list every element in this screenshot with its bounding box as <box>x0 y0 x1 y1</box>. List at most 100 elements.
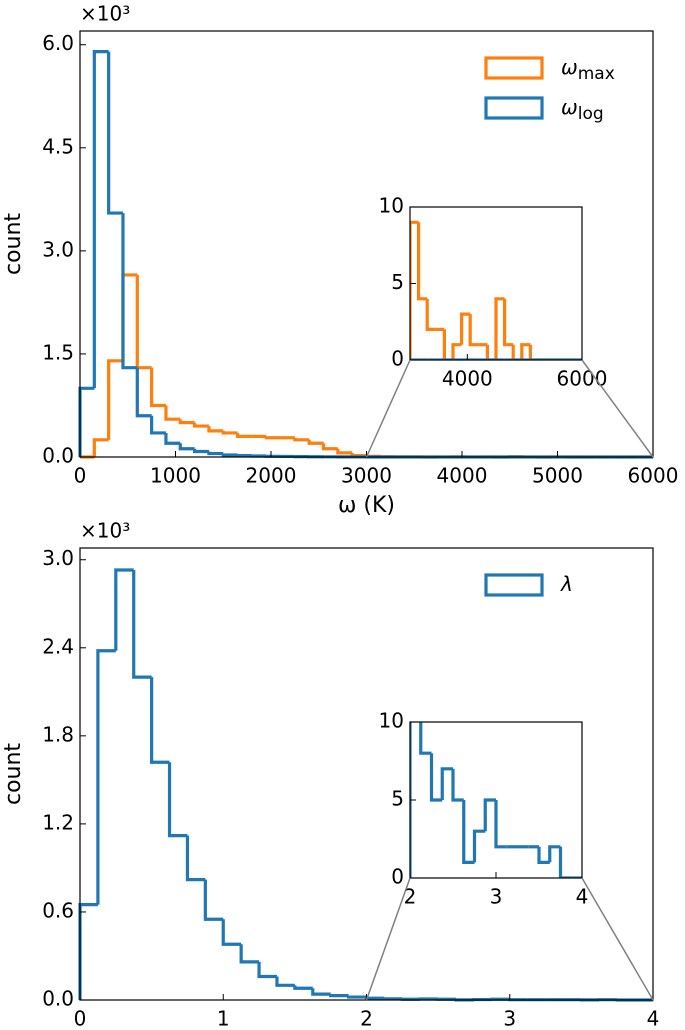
histogram-step <box>164 432 181 445</box>
y-tick-label: 5 <box>391 787 404 811</box>
y-axis-label: count <box>1 743 26 805</box>
y-tick-label: 1.8 <box>42 722 74 746</box>
histogram-step <box>107 359 123 440</box>
histogram-step <box>121 273 138 361</box>
legend-label: ωlog <box>561 95 604 125</box>
plot-area <box>410 722 582 878</box>
histogram-step <box>107 51 123 215</box>
histogram-step <box>293 437 310 442</box>
zoom-connector <box>581 359 654 458</box>
zoom-connector <box>365 359 411 458</box>
y-tick-label: 3.0 <box>42 237 74 261</box>
x-tick-label: 4 <box>647 1007 660 1030</box>
y-tick-label: 1.2 <box>42 810 74 834</box>
x-tick-label: 6000 <box>557 367 608 391</box>
histogram-step <box>350 452 367 458</box>
x-tick-label: 4 <box>576 885 589 909</box>
y-scale-label: ×10³ <box>80 2 130 26</box>
histogram-step <box>78 903 98 1000</box>
legend-swatch <box>484 56 544 80</box>
y-tick-label: 0 <box>391 865 404 889</box>
x-tick-label: 2 <box>404 885 417 909</box>
histogram-step <box>548 845 561 863</box>
histogram-step <box>264 436 281 440</box>
histogram-step <box>336 448 353 455</box>
legend-label: ωmax <box>561 55 615 85</box>
histogram-step <box>472 829 486 863</box>
legend-swatch <box>484 96 544 120</box>
x-tick-label: 2 <box>360 1007 373 1030</box>
x-tick-label: 0 <box>74 1007 87 1030</box>
y-tick-label: 0.0 <box>42 987 74 1011</box>
x-tick-label: 3000 <box>341 464 392 488</box>
histogram-step <box>221 430 238 435</box>
histogram-step <box>178 443 195 451</box>
histogram-step <box>494 297 505 360</box>
histogram-step <box>462 800 475 864</box>
histogram-step <box>92 438 109 457</box>
histogram-step <box>346 995 367 999</box>
histogram-step <box>185 835 206 882</box>
histogram-step <box>460 312 471 345</box>
histogram-step <box>235 454 252 458</box>
histogram-step <box>121 213 138 370</box>
x-tick-label: 4000 <box>442 367 493 391</box>
axes: 0 1000 2000 3000 4000 5000 6000 0.0 1.5 3.0 4.5 6.0… <box>1 2 678 519</box>
y-tick-label: 10 <box>379 194 404 218</box>
plot-area <box>410 220 582 360</box>
histogram-step <box>364 996 385 1000</box>
histogram-step <box>114 568 134 651</box>
histogram-step <box>558 846 572 878</box>
x-tick-label: 6000 <box>628 464 679 488</box>
histogram-step <box>537 846 550 864</box>
histogram-step <box>419 722 432 755</box>
histogram-step <box>293 985 313 990</box>
histogram-step <box>221 919 242 946</box>
histogram-step <box>150 367 166 408</box>
histogram-step <box>485 344 496 360</box>
histogram-step <box>494 800 507 849</box>
histogram-step <box>528 344 539 360</box>
x-tick-label: 3 <box>503 1007 516 1030</box>
histogram-step <box>429 753 443 802</box>
histogram-step <box>135 367 152 418</box>
histogram-step <box>207 451 224 456</box>
legend-swatch <box>484 573 544 597</box>
histogram-step <box>451 343 462 360</box>
x-axis-label: ω (K) <box>338 493 395 518</box>
histogram-step <box>468 314 479 347</box>
histogram-step <box>451 768 464 802</box>
x-tick-label: 1 <box>217 1007 230 1030</box>
histogram-step <box>150 677 170 764</box>
histogram-step <box>207 426 224 433</box>
x-tick-label: 5000 <box>532 464 583 488</box>
histogram-step <box>382 997 403 1001</box>
y-tick-label: 4.5 <box>42 134 74 158</box>
y-tick-label: 5 <box>391 270 404 294</box>
axes: 2 3 4 0 5 10 <box>379 709 589 909</box>
x-tick-label: 4000 <box>437 464 488 488</box>
histogram-step <box>511 344 522 360</box>
y-tick-label: 2.4 <box>42 634 74 658</box>
histogram-step <box>307 439 324 445</box>
histogram-step <box>311 988 331 996</box>
histogram-step <box>78 386 95 457</box>
histogram-step <box>96 649 116 905</box>
histogram-step <box>425 298 436 331</box>
histogram-step <box>520 343 531 360</box>
y-tick-label: 1.5 <box>42 340 74 364</box>
y-tick-label: 10 <box>379 709 404 733</box>
histogram-step <box>257 961 277 979</box>
zoom-connector <box>581 877 654 1001</box>
histogram-step <box>132 570 152 679</box>
histogram-step <box>164 405 181 421</box>
histogram-step <box>442 329 453 360</box>
histogram-step <box>221 453 238 457</box>
x-tick-label: 0 <box>74 464 87 488</box>
histogram-step <box>503 298 514 347</box>
histogram-step <box>203 879 224 921</box>
histogram-step <box>275 976 295 987</box>
y-scale-label: ×10³ <box>80 519 130 543</box>
